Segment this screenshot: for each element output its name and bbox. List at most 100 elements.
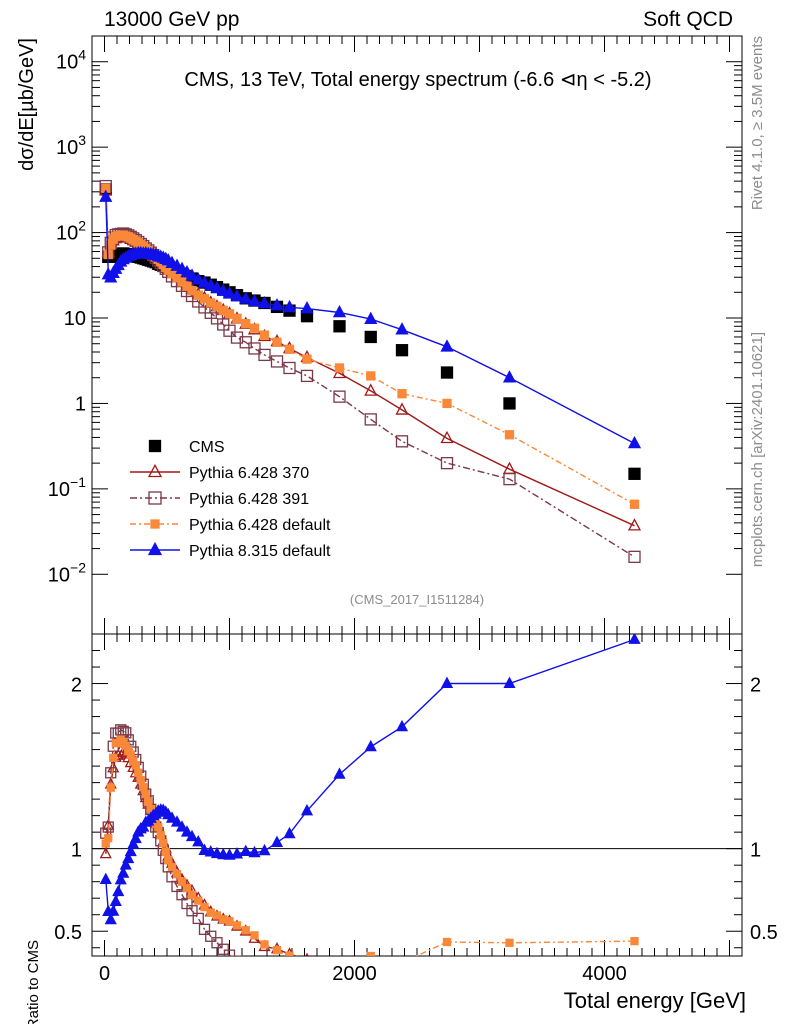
data-point	[99, 189, 113, 202]
data-point	[628, 467, 641, 480]
ratio-point	[170, 815, 184, 827]
ratio-point	[628, 634, 641, 644]
ratio-point	[186, 905, 198, 917]
data-point	[270, 298, 284, 311]
ratio-point	[159, 838, 168, 848]
ratio-point	[198, 923, 211, 935]
data-point	[284, 344, 295, 354]
data-point	[258, 348, 271, 362]
ratio-point	[104, 834, 113, 843]
ratio-point	[272, 971, 282, 981]
ratio-panel: 2 2 1 1 0.5 0.5 0 2000 4000	[54, 633, 778, 1005]
data-point	[395, 344, 409, 357]
ratio-point	[175, 820, 189, 832]
ratio-tick-label: 1	[71, 840, 82, 862]
ratio-point	[164, 855, 173, 865]
y-axis-label: dσ/dE[µb/GeV]	[16, 38, 38, 171]
ratio-point	[397, 975, 407, 984]
ratio-point	[248, 845, 261, 858]
ratio-point	[397, 995, 407, 1005]
ratio-point	[122, 851, 135, 864]
chart-title: CMS, 13 TeV, Total energy spectrum (-6.6…	[184, 69, 651, 91]
ratio-point	[217, 943, 229, 955]
data-point	[230, 331, 244, 344]
data-point	[300, 369, 314, 383]
ratio-point	[99, 846, 112, 859]
data-point	[217, 318, 230, 331]
data-point	[397, 389, 407, 399]
data-point	[627, 435, 642, 449]
ratio-point	[505, 980, 515, 989]
series-line	[105, 190, 635, 527]
data-point	[364, 413, 377, 426]
ratio-point	[364, 739, 377, 752]
data-point	[333, 390, 346, 403]
data-point	[442, 398, 452, 409]
ratio-point	[204, 845, 217, 857]
data-point	[395, 435, 409, 448]
data-point	[366, 371, 376, 381]
ratio-point	[114, 872, 127, 885]
ratio-point	[177, 877, 187, 886]
main-series	[99, 179, 642, 564]
ratio-line	[105, 750, 298, 956]
data-point	[334, 363, 345, 373]
x-tick-label: 4000	[582, 963, 627, 985]
data-point	[502, 370, 517, 383]
ratio-point	[366, 991, 376, 1001]
ratio-point	[180, 825, 194, 837]
ratio-point	[211, 937, 223, 949]
ratio-point	[109, 894, 122, 906]
data-point	[364, 311, 378, 324]
data-point	[283, 361, 296, 375]
data-point	[210, 280, 224, 294]
ratio-tick-label-right: 1	[750, 840, 761, 862]
ratio-series-4	[99, 634, 641, 925]
ratio-point	[105, 767, 117, 779]
ratio-point	[117, 866, 130, 878]
ratio-point	[442, 980, 452, 989]
ratio-point	[109, 753, 118, 762]
data-point	[230, 288, 244, 302]
ratio-point	[194, 896, 203, 905]
data-point	[259, 330, 270, 340]
ratio-point	[440, 676, 454, 688]
y-tick-label: 102	[56, 218, 86, 245]
ratio-point	[399, 959, 406, 966]
data-point	[629, 499, 640, 509]
legend-marker	[148, 439, 162, 453]
ratio-point	[304, 958, 311, 965]
ratio-point	[505, 938, 514, 947]
ratio-point	[192, 912, 204, 925]
ratio-point	[161, 847, 170, 857]
data-point	[216, 283, 230, 296]
data-point	[332, 304, 347, 318]
data-point	[440, 456, 454, 470]
ratio-point	[134, 768, 143, 777]
ratio-point	[187, 890, 197, 899]
data-point	[270, 355, 284, 368]
data-point	[440, 366, 454, 379]
data-point	[224, 309, 235, 319]
ratio-point	[182, 883, 192, 893]
legend-marker	[147, 463, 163, 478]
ratio-point	[335, 984, 345, 994]
ratio-point	[107, 904, 120, 916]
data-point	[239, 291, 253, 304]
ratio-point	[185, 829, 199, 842]
data-point	[502, 461, 517, 474]
ratio-point	[239, 844, 252, 857]
legend-marker	[148, 491, 162, 505]
legend-label: Pythia 6.428 370	[189, 465, 309, 482]
data-point	[239, 336, 252, 349]
x-tick-label: 0	[99, 963, 110, 985]
y-tick-label: 103	[56, 132, 86, 159]
series-4	[99, 189, 642, 449]
ratio-point	[241, 926, 250, 935]
ratio-point	[167, 862, 177, 872]
legend: CMS Pythia 6.428 370 Pythia 6.428 391 Pythi…	[130, 439, 331, 560]
legend-label: Pythia 6.428 default	[189, 517, 331, 534]
series-0	[99, 183, 641, 480]
data-point	[503, 472, 516, 486]
